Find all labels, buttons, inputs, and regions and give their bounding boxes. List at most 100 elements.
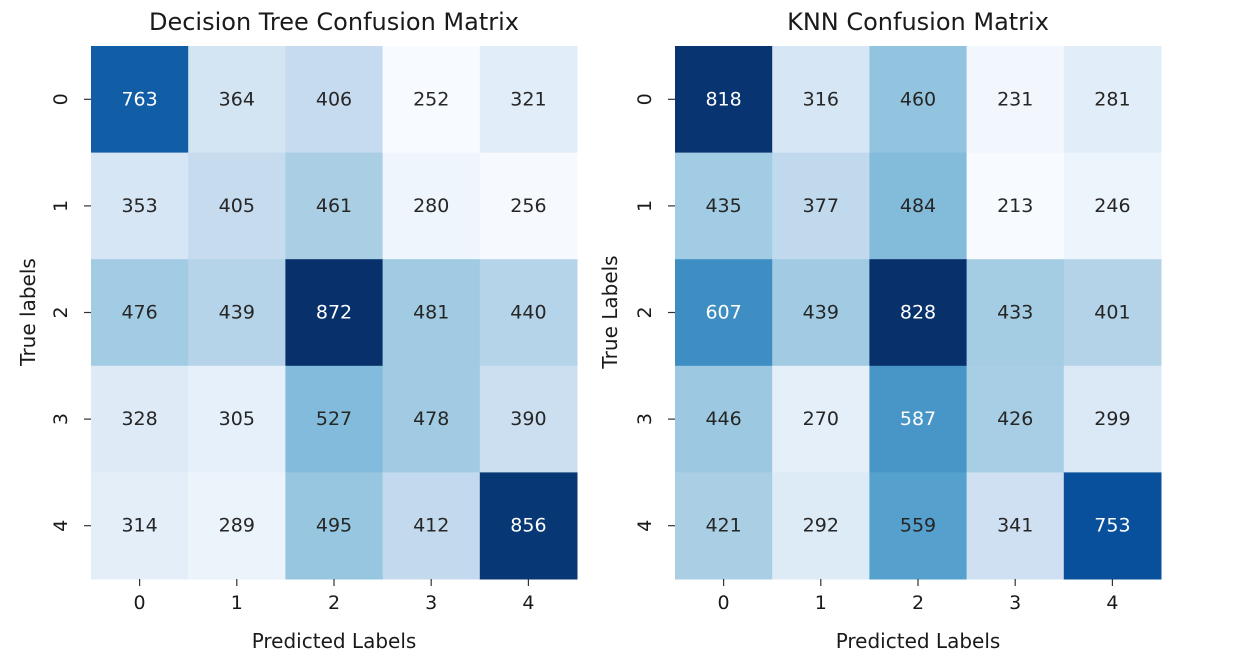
heatmap-cell	[772, 365, 870, 473]
x-tick-label: 0	[134, 592, 146, 614]
cell-value-label: 252	[413, 88, 449, 110]
x-tick-label: 2	[328, 592, 340, 614]
y-tick-label: 0	[634, 93, 656, 105]
y-tick-label: 2	[634, 306, 656, 318]
cell-value-label: 607	[705, 302, 741, 324]
y-tick-label: 1	[634, 200, 656, 212]
cell-value-label: 481	[413, 302, 449, 324]
x-tick-label: 4	[522, 592, 534, 614]
cell-value-label: 421	[705, 515, 741, 537]
heatmap-cell	[382, 365, 481, 473]
heatmap-cell	[966, 46, 1065, 154]
heatmap-cell	[869, 152, 968, 260]
heatmap-cell	[285, 365, 384, 473]
cell-value-label: 412	[413, 515, 449, 537]
cell-value-label: 289	[219, 515, 255, 537]
heatmap-cell	[91, 259, 189, 367]
cell-value-label: 353	[121, 195, 157, 217]
heatmap-cell	[772, 46, 870, 154]
cell-value-label: 763	[121, 88, 157, 110]
heatmap-cell	[869, 259, 968, 367]
y-tick-label: 2	[50, 306, 72, 318]
y-tick-label: 1	[50, 200, 72, 212]
x-tick-label: 0	[718, 592, 730, 614]
cell-value-label: 440	[510, 302, 546, 324]
heatmap-cell	[869, 46, 968, 154]
cell-value-label: 433	[997, 302, 1033, 324]
heatmap-cell	[91, 365, 189, 473]
heatmap-cell	[382, 259, 481, 367]
cell-value-label: 753	[1094, 515, 1130, 537]
heatmap-cell	[675, 472, 773, 580]
heatmap-cell	[1063, 46, 1162, 154]
heatmap-cell	[91, 46, 189, 154]
y-tick-label: 0	[50, 93, 72, 105]
cell-value-label: 270	[803, 408, 839, 430]
heatmap-cell	[772, 472, 870, 580]
cell-value-label: 527	[316, 408, 352, 430]
heatmap-cell	[966, 152, 1065, 260]
cell-value-label: 305	[219, 408, 255, 430]
heatmap-cell	[966, 365, 1065, 473]
cell-value-label: 559	[900, 515, 936, 537]
heatmap-cell	[382, 46, 481, 154]
cell-value-label: 439	[219, 302, 255, 324]
cell-value-label: 426	[997, 408, 1033, 430]
cell-value-label: 461	[316, 195, 352, 217]
cell-value-label: 401	[1094, 302, 1130, 324]
cell-value-label: 495	[316, 515, 352, 537]
y-tick-label: 3	[634, 413, 656, 425]
heatmap-cell	[188, 46, 286, 154]
cell-value-label: 280	[413, 195, 449, 217]
heatmap-cell	[91, 152, 189, 260]
heatmap-cell	[188, 365, 286, 473]
cell-value-label: 299	[1094, 408, 1130, 430]
x-tick-label: 1	[231, 592, 243, 614]
cell-value-label: 872	[316, 302, 352, 324]
heatmap-cell	[382, 472, 481, 580]
cell-value-label: 256	[510, 195, 546, 217]
heatmap-cell	[675, 259, 773, 367]
cell-value-label: 406	[316, 88, 352, 110]
heatmap-cell	[479, 365, 578, 473]
heatmap-cell	[1063, 365, 1162, 473]
cell-value-label: 446	[705, 408, 741, 430]
heatmap-cell	[479, 472, 578, 580]
cell-value-label: 328	[121, 408, 157, 430]
cell-value-label: 484	[900, 195, 936, 217]
heatmap-cell	[772, 259, 870, 367]
cell-value-label: 390	[510, 408, 546, 430]
cell-value-label: 314	[121, 515, 157, 537]
x-tick-label: 2	[912, 592, 924, 614]
heatmap-decision-tree: Decision Tree Confusion Matrix 763 364 406…	[16, 8, 578, 653]
heatmap-cell	[479, 259, 578, 367]
x-tick-label: 4	[1106, 592, 1118, 614]
y-axis-label: True labels	[16, 258, 40, 367]
heatmap-cell	[188, 472, 286, 580]
cell-value-label: 246	[1094, 195, 1130, 217]
heatmap-cell	[382, 152, 481, 260]
heatmap-cell	[869, 365, 968, 473]
cell-value-label: 316	[803, 88, 839, 110]
cell-value-label: 405	[219, 195, 255, 217]
cell-value-label: 435	[705, 195, 741, 217]
cell-value-label: 818	[705, 88, 741, 110]
x-axis-label: Predicted Labels	[252, 629, 417, 653]
x-tick-label: 3	[1009, 592, 1021, 614]
cell-value-label: 377	[803, 195, 839, 217]
cell-value-label: 213	[997, 195, 1033, 217]
heatmap-cell	[285, 152, 384, 260]
cell-value-label: 478	[413, 408, 449, 430]
heatmap-cell	[869, 472, 968, 580]
heatmap-cell	[966, 259, 1065, 367]
cell-value-label: 231	[997, 88, 1033, 110]
cell-value-label: 292	[803, 515, 839, 537]
heatmap-cell	[479, 152, 578, 260]
heatmap-cell	[1063, 472, 1162, 580]
y-tick-label: 4	[634, 520, 656, 532]
chart-title: Decision Tree Confusion Matrix	[149, 8, 519, 36]
chart-title: KNN Confusion Matrix	[787, 8, 1049, 36]
cell-value-label: 587	[900, 408, 936, 430]
